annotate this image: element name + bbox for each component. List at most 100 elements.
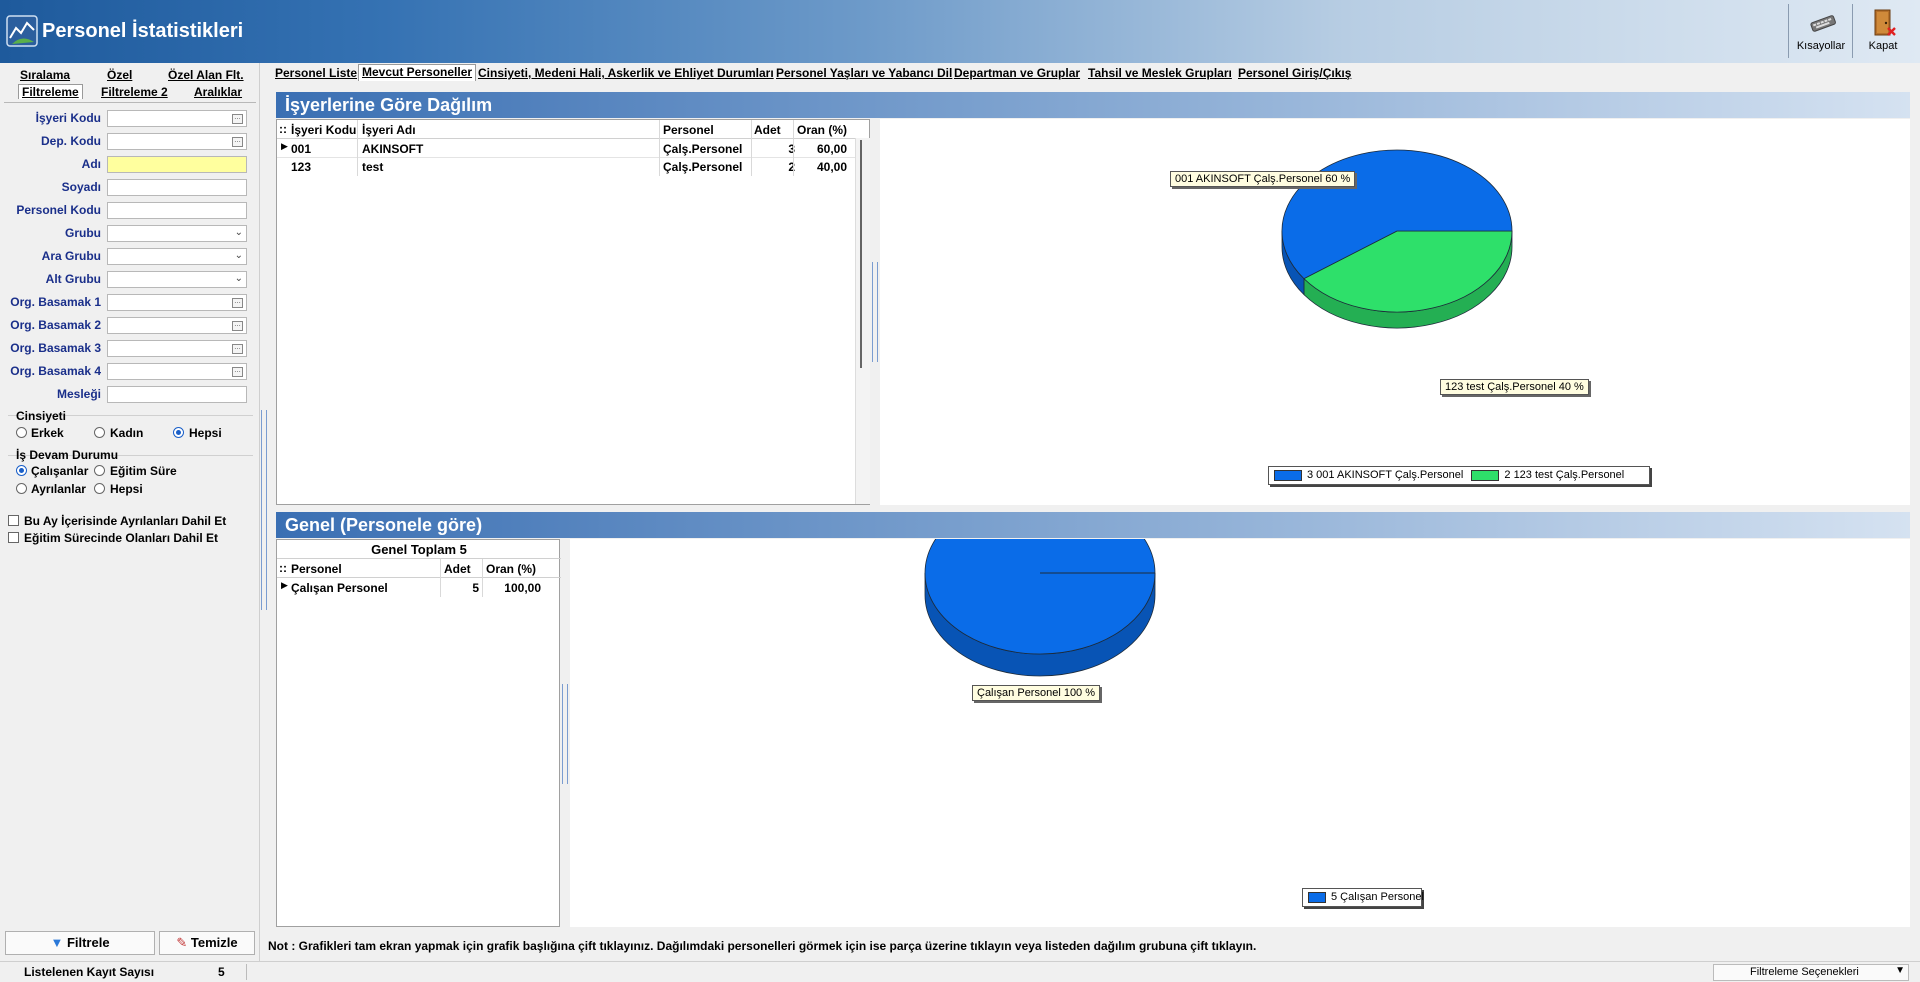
personnel-code-input[interactable]: [107, 202, 247, 219]
pie-callout: 001 AKINSOFT Çalş.Personel 60 %: [1170, 171, 1356, 187]
field-label-org-level-3: Org. Basamak 3: [10, 341, 101, 355]
workplace-panel-header[interactable]: İşyerlerine Göre Dağılım: [276, 92, 1910, 118]
filter-button[interactable]: ▼ Filtrele: [5, 931, 155, 955]
tab-department-groups[interactable]: Departman ve Gruplar: [954, 66, 1081, 80]
tab-sorting[interactable]: Sıralama: [20, 68, 71, 82]
status-training-radio[interactable]: [94, 465, 105, 476]
divider: [277, 558, 561, 559]
grid-splitter[interactable]: [562, 684, 568, 784]
include-in-training-checkbox[interactable]: [8, 532, 19, 543]
name-input[interactable]: [107, 156, 247, 173]
shortcuts-label: Kısayollar: [1796, 40, 1846, 52]
tab-custom[interactable]: Özel: [107, 68, 133, 82]
col-count[interactable]: Adet: [754, 123, 781, 137]
tab-education-profession[interactable]: Tahsil ve Meslek Grupları: [1088, 66, 1232, 80]
filter-button-label: Filtrele: [66, 935, 110, 950]
status-all-radio[interactable]: [94, 483, 105, 494]
pie-slice[interactable]: [1303, 230, 1513, 313]
col-workplace-code[interactable]: İşyeri Kodu: [291, 123, 357, 137]
col-sep: [357, 120, 358, 176]
col-sep: [440, 559, 441, 597]
gender-all-radio[interactable]: [173, 427, 184, 438]
tab-gender-marital[interactable]: Cinsiyeti, Medeni Hali, Askerlik ve Ehli…: [478, 66, 774, 80]
ellipsis-icon[interactable]: …: [232, 137, 243, 147]
grid-splitter[interactable]: [872, 262, 878, 362]
general-pie-chart[interactable]: [570, 539, 1910, 927]
record-count-value: 5: [218, 965, 225, 979]
tab-ranges[interactable]: Aralıklar: [194, 85, 243, 99]
sub-group-dropdown[interactable]: ⌄: [107, 271, 247, 288]
col-personnel[interactable]: Personel: [663, 123, 714, 137]
cell-name: AKINSOFT: [362, 142, 424, 156]
tab-personnel-list[interactable]: Personel Liste: [275, 66, 358, 80]
grid-total-title: Genel Toplam 5: [371, 542, 467, 557]
close-button[interactable]: Kapat: [1852, 4, 1913, 58]
status-working-radio[interactable]: [16, 465, 27, 476]
ellipsis-icon[interactable]: …: [232, 344, 243, 354]
cell-name: test: [362, 160, 384, 174]
ellipsis-icon[interactable]: …: [232, 114, 243, 124]
tab-filtering-2[interactable]: Filtreleme 2: [101, 85, 168, 99]
workplace-code-input[interactable]: …: [107, 110, 247, 127]
legend-swatch-green: [1471, 469, 1500, 481]
dept-code-input[interactable]: …: [107, 133, 247, 150]
vertical-scrollbar[interactable]: [855, 138, 870, 504]
general-panel-header[interactable]: Genel (Personele göre): [276, 512, 1910, 538]
col-count[interactable]: Adet: [444, 562, 471, 576]
workplace-pie-chart[interactable]: [880, 119, 1910, 505]
sidebar-splitter[interactable]: [261, 410, 267, 610]
include-left-this-month-checkbox[interactable]: [8, 515, 19, 526]
legend-item: 3 001 AKINSOFT Çalş.Personel: [1307, 469, 1464, 481]
tab-current-personnel[interactable]: Mevcut Personeller: [358, 64, 477, 81]
work-status-group-title: İş Devam Durumu: [16, 448, 119, 462]
org-level-2-input[interactable]: …: [107, 317, 247, 334]
org-level-3-input[interactable]: …: [107, 340, 247, 357]
ellipsis-icon[interactable]: …: [232, 298, 243, 308]
field-label-personnel-code: Personel Kodu: [16, 203, 101, 217]
workplace-chart[interactable]: 001 AKINSOFT Çalş.Personel 60 % 123 test…: [880, 119, 1910, 505]
org-level-1-input[interactable]: …: [107, 294, 247, 311]
cell-count: 3: [788, 142, 795, 156]
org-level-4-input[interactable]: …: [107, 363, 247, 380]
cell-personnel: Çalş.Personel: [663, 160, 743, 174]
filter-options-dropdown[interactable]: Filtreleme Seçenekleri ▼: [1713, 964, 1909, 981]
col-workplace-name[interactable]: İşyeri Adı: [362, 123, 416, 137]
ellipsis-icon[interactable]: …: [232, 367, 243, 377]
surname-input[interactable]: [107, 179, 247, 196]
tab-filtering[interactable]: Filtreleme: [18, 84, 83, 99]
chart-legend: 5 Çalışan Personel: [1302, 888, 1424, 907]
col-ratio[interactable]: Oran (%): [486, 562, 537, 576]
gender-male-radio[interactable]: [16, 427, 27, 438]
cell-count: 5: [472, 581, 479, 595]
status-left-radio[interactable]: [16, 483, 27, 494]
chevron-down-icon: ▼: [1895, 965, 1905, 976]
shortcuts-button[interactable]: Kısayollar: [1788, 4, 1853, 58]
row-pointer-icon: ▶: [281, 580, 288, 590]
mid-group-dropdown[interactable]: ⌄: [107, 248, 247, 265]
col-sep: [751, 120, 752, 176]
table-row[interactable]: ▶ 001 AKINSOFT Çalş.Personel 3 60,00: [277, 139, 855, 157]
gender-female-radio[interactable]: [94, 427, 105, 438]
scrollbar-thumb[interactable]: [860, 140, 862, 368]
clear-button[interactable]: ✎ Temizle: [159, 931, 255, 955]
legend-swatch-blue: [1274, 469, 1302, 481]
field-label-org-level-4: Org. Basamak 4: [10, 364, 101, 378]
table-row[interactable]: 123 test Çalş.Personel 2 40,00: [277, 157, 855, 176]
col-ratio[interactable]: Oran (%): [797, 123, 848, 137]
profession-input[interactable]: [107, 386, 247, 403]
tab-entry-exit[interactable]: Personel Giriş/Çıkış: [1238, 66, 1352, 80]
chart-legend: 3 001 AKINSOFT Çalş.Personel 2 123 test …: [1268, 466, 1650, 485]
tab-custom-field-filter[interactable]: Özel Alan Flt.: [168, 68, 244, 82]
field-label-group: Grubu: [65, 226, 101, 240]
general-chart[interactable]: Çalışan Personel 100 % 5 Çalışan Persone…: [570, 539, 1910, 927]
field-label-org-level-1: Org. Basamak 1: [10, 295, 101, 309]
group-dropdown[interactable]: ⌄: [107, 225, 247, 242]
ellipsis-icon[interactable]: …: [232, 321, 243, 331]
close-label: Kapat: [1868, 40, 1898, 52]
col-personnel[interactable]: Personel: [291, 562, 342, 576]
chevron-down-icon: ⌄: [234, 250, 243, 261]
tab-age-language[interactable]: Personel Yaşları ve Yabancı Dil: [776, 66, 953, 80]
table-row[interactable]: ▶ Çalışan Personel 5 100,00: [277, 578, 561, 596]
status-training-label: Eğitim Süre: [110, 464, 177, 478]
gender-all-label: Hepsi: [189, 426, 222, 440]
